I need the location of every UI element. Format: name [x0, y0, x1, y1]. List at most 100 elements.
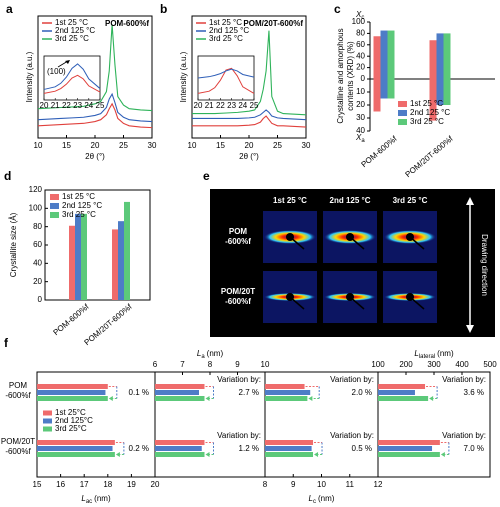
bar-amorphous: [387, 79, 395, 99]
top-symbol: Xc: [355, 10, 364, 20]
x-tick-label: 8: [263, 480, 268, 489]
row-label: -600%f: [225, 297, 251, 306]
x-tick-label: 300: [427, 360, 441, 369]
x-axis-label-unit: (nm): [207, 349, 224, 358]
bar: [378, 440, 440, 445]
inset-curve: [43, 63, 101, 90]
inset-x-tick-label: 23: [73, 101, 82, 110]
x-tick-label: 12: [374, 480, 383, 489]
panel-label: e: [203, 169, 210, 183]
inset-curve: [197, 68, 255, 79]
y-tick-label: 100: [29, 203, 43, 212]
x-axis-label-sub: a: [201, 354, 205, 360]
y-axis-label: Intensity (a.u.): [25, 51, 34, 102]
beamstop: [346, 293, 354, 301]
bar-crystalline: [436, 33, 444, 79]
bar: [265, 452, 314, 457]
x-tick-label: 10: [34, 141, 43, 150]
panel-label: b: [160, 2, 167, 16]
arrow-head: [205, 452, 210, 457]
legend-swatch: [43, 426, 52, 432]
beamstop: [406, 293, 414, 301]
bar: [75, 213, 81, 300]
y-axis-label: contents (XRD) (%): [346, 41, 355, 111]
y-tick-label: 0: [361, 74, 366, 83]
bar-crystalline: [429, 40, 437, 79]
x-tick-label: 9: [291, 480, 296, 489]
bar: [155, 446, 202, 451]
panel-label: d: [4, 169, 11, 183]
inset-x-tick-label: 22: [62, 101, 71, 110]
variation-label: Variation by:: [217, 375, 261, 384]
panel-label: f: [4, 336, 9, 350]
y2-tick-label: 20: [356, 100, 365, 109]
bar: [37, 396, 108, 401]
legend-label: 1st 25 °C: [62, 192, 95, 201]
beamstop: [406, 233, 414, 241]
x-tick-label: 10: [188, 141, 197, 150]
plot-frame: [36, 371, 491, 478]
column-label: 3rd 25 °C: [393, 196, 428, 205]
xrd-curve: [37, 102, 153, 129]
top-symbol-sub: c: [361, 15, 364, 21]
x-tick-label: 20: [151, 480, 160, 489]
x-tick-label: 200: [399, 360, 413, 369]
row-label: -600%f: [225, 237, 251, 246]
x-axis-label-symbol: L: [414, 349, 418, 358]
category-label: POM-600%f: [51, 302, 91, 337]
bar: [265, 384, 305, 389]
group-label: POM: [9, 381, 28, 390]
bar: [378, 384, 426, 389]
column-label: 2nd 125 °C: [330, 196, 371, 205]
row-label: POM/20T: [221, 287, 255, 296]
bar: [37, 390, 106, 395]
x-axis-label-sub: ac: [86, 499, 92, 505]
x-tick-label: 25: [273, 141, 282, 150]
y-tick-label: 40: [356, 51, 365, 60]
side-label: Drawing direction: [480, 234, 489, 296]
arrow-head: [108, 396, 113, 401]
x-tick-label: 16: [56, 480, 65, 489]
bar: [378, 396, 429, 401]
variation-label: Variation by:: [217, 431, 261, 440]
xrd-curve: [192, 30, 307, 116]
x-axis-label: 2θ (°): [239, 152, 259, 161]
legend-swatch: [50, 212, 59, 218]
x-tick-label: 30: [302, 141, 311, 150]
top-symbol-symbol: X: [355, 10, 362, 19]
x-axis-label-unit: (nm): [437, 349, 454, 358]
bar-amorphous: [443, 79, 451, 105]
bar: [37, 384, 108, 389]
y-tick-label: 80: [33, 222, 42, 231]
row-label: POM: [229, 227, 248, 236]
bar: [112, 229, 118, 300]
x-tick-label: 6: [153, 360, 158, 369]
bar: [69, 225, 75, 300]
bar: [265, 396, 308, 401]
bar: [378, 390, 415, 395]
bar: [155, 390, 199, 395]
x-tick-label: 20: [91, 141, 100, 150]
inset-frame: [197, 55, 255, 101]
bar: [118, 221, 124, 300]
x-axis-label: Lac (nm): [81, 494, 111, 504]
y2-tick-label: 30: [356, 113, 365, 122]
bar: [37, 452, 115, 457]
y-tick-label: 40: [33, 258, 42, 267]
bar: [155, 440, 205, 445]
inset-x-tick-label: 21: [205, 101, 214, 110]
legend-swatch: [398, 110, 407, 116]
bar: [81, 213, 87, 300]
x-tick-label: 11: [346, 480, 355, 489]
arrow-head: [466, 325, 474, 333]
legend-label: 3rd 25°C: [55, 424, 87, 433]
x-axis-label: La (nm): [197, 349, 224, 359]
y-axis-label: Crystalline and amorphous: [336, 28, 345, 123]
bar-crystalline: [373, 36, 381, 79]
legend-label: 2nd 125 °C: [209, 26, 249, 35]
inset-x-tick-label: 25: [250, 101, 259, 110]
y-tick-label: 80: [356, 29, 365, 38]
x-tick-label: 10: [261, 360, 270, 369]
bar: [378, 446, 433, 451]
bar-amorphous: [373, 79, 381, 112]
